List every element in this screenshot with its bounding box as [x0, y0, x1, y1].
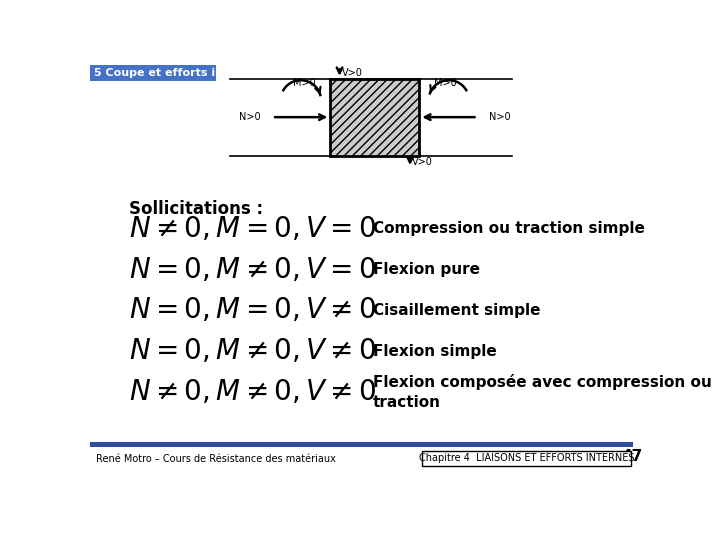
- Text: $N = 0, M \neq 0, V \neq 0$: $N = 0, M \neq 0, V \neq 0$: [129, 338, 377, 365]
- Text: Cisaillement simple: Cisaillement simple: [373, 303, 541, 318]
- Text: Sollicitations :: Sollicitations :: [129, 200, 263, 218]
- Text: Flexion pure: Flexion pure: [373, 262, 480, 277]
- Text: $N \neq 0, M \neq 0, V \neq 0$: $N \neq 0, M \neq 0, V \neq 0$: [129, 378, 377, 406]
- Text: $N = 0, M \neq 0, V = 0$: $N = 0, M \neq 0, V = 0$: [129, 255, 377, 284]
- Bar: [422, 450, 631, 466]
- Text: N>0: N>0: [489, 112, 510, 122]
- Text: $N = 0, M = 0, V \neq 0$: $N = 0, M = 0, V \neq 0$: [129, 296, 377, 325]
- Text: N>0: N>0: [239, 112, 261, 122]
- Text: V>0: V>0: [412, 157, 433, 167]
- Text: V>0: V>0: [342, 68, 363, 78]
- Bar: [90, 65, 215, 81]
- Text: Chapitre 4  LIAISONS ET EFFORTS INTERNES: Chapitre 4 LIAISONS ET EFFORTS INTERNES: [418, 453, 634, 463]
- Text: M>0: M>0: [434, 78, 457, 88]
- Text: René Motro – Cours de Résistance des matériaux: René Motro – Cours de Résistance des mat…: [96, 455, 336, 464]
- Text: Compression ou traction simple: Compression ou traction simple: [373, 221, 644, 237]
- Bar: [90, 442, 632, 447]
- Text: 5 Coupe et efforts internes: 5 Coupe et efforts internes: [94, 68, 263, 78]
- Text: M>0: M>0: [292, 78, 315, 88]
- Bar: [330, 79, 419, 156]
- Text: Flexion simple: Flexion simple: [373, 344, 497, 359]
- Text: $N \neq 0, M = 0, V = 0$: $N \neq 0, M = 0, V = 0$: [129, 215, 377, 243]
- Text: Flexion composée avec compression ou
traction: Flexion composée avec compression ou tra…: [373, 374, 711, 410]
- Text: 47: 47: [621, 449, 642, 464]
